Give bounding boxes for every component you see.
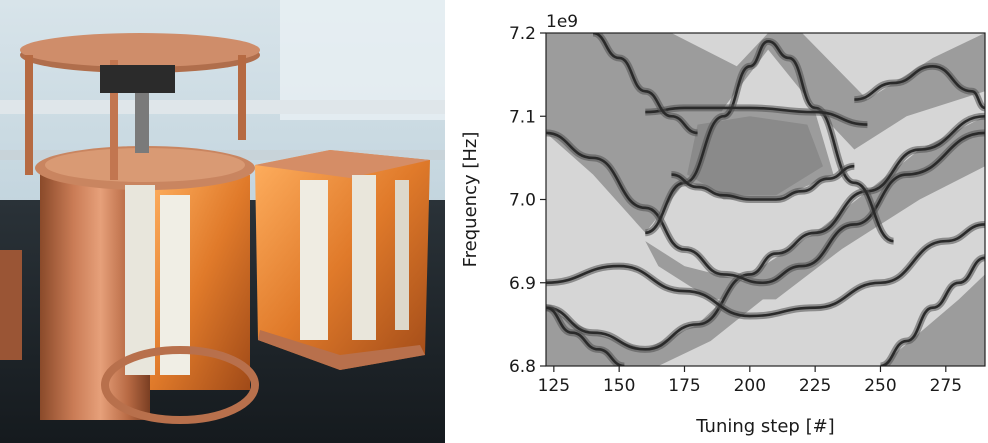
- y-tick-label: 7.2: [509, 24, 536, 44]
- x-tick-label: 125: [538, 376, 570, 396]
- spectral-map-chart: 125 150 175 200 225 250 275 6.8 6.9 7.0 7.1 7.2 1e9…: [460, 12, 986, 437]
- heatmap-band-4: [645, 232, 855, 300]
- mode-line-7: [546, 306, 625, 366]
- x-tick-label: 250: [864, 376, 896, 396]
- y-offset-label: 1e9: [546, 12, 578, 32]
- mode-line-9: [854, 64, 985, 110]
- x-tick-label: 200: [734, 376, 766, 396]
- mode-line-5: [546, 223, 985, 318]
- y-tick-label: 6.8: [509, 357, 536, 377]
- mode-line-8: [592, 33, 698, 135]
- y-axis-label: Frequency [Hz]: [460, 132, 481, 268]
- mode-line-4: [645, 106, 868, 126]
- y-tick-label: 7.0: [509, 191, 536, 211]
- axes: 125 150 175 200 225 250 275 6.8 6.9 7.0 7.1 7.2: [509, 24, 986, 396]
- mode-line-3: [671, 164, 855, 201]
- mode-line-1: [546, 131, 985, 285]
- y-tick-label: 6.9: [509, 274, 536, 294]
- cavity-photo-image: [0, 0, 445, 443]
- heatmap-core: [687, 116, 823, 196]
- x-axis-label: Tuning step [#]: [695, 416, 834, 437]
- x-tick-label: 225: [799, 376, 831, 396]
- y-tick-label: 7.1: [509, 107, 536, 127]
- cavity-photo: [0, 0, 445, 443]
- mode-line-6: [880, 256, 985, 366]
- x-tick-label: 150: [603, 376, 635, 396]
- heatmap-band-0: [546, 33, 985, 233]
- x-tick-label: 275: [930, 376, 962, 396]
- plot-area: [546, 33, 985, 366]
- heatmap-band-3: [880, 274, 985, 366]
- x-tick-label: 175: [668, 376, 700, 396]
- spectral-map-panel: 125 150 175 200 225 250 275 6.8 6.9 7.0 7.1 7.2 1e9…: [448, 0, 988, 443]
- mode-line-0: [546, 114, 985, 351]
